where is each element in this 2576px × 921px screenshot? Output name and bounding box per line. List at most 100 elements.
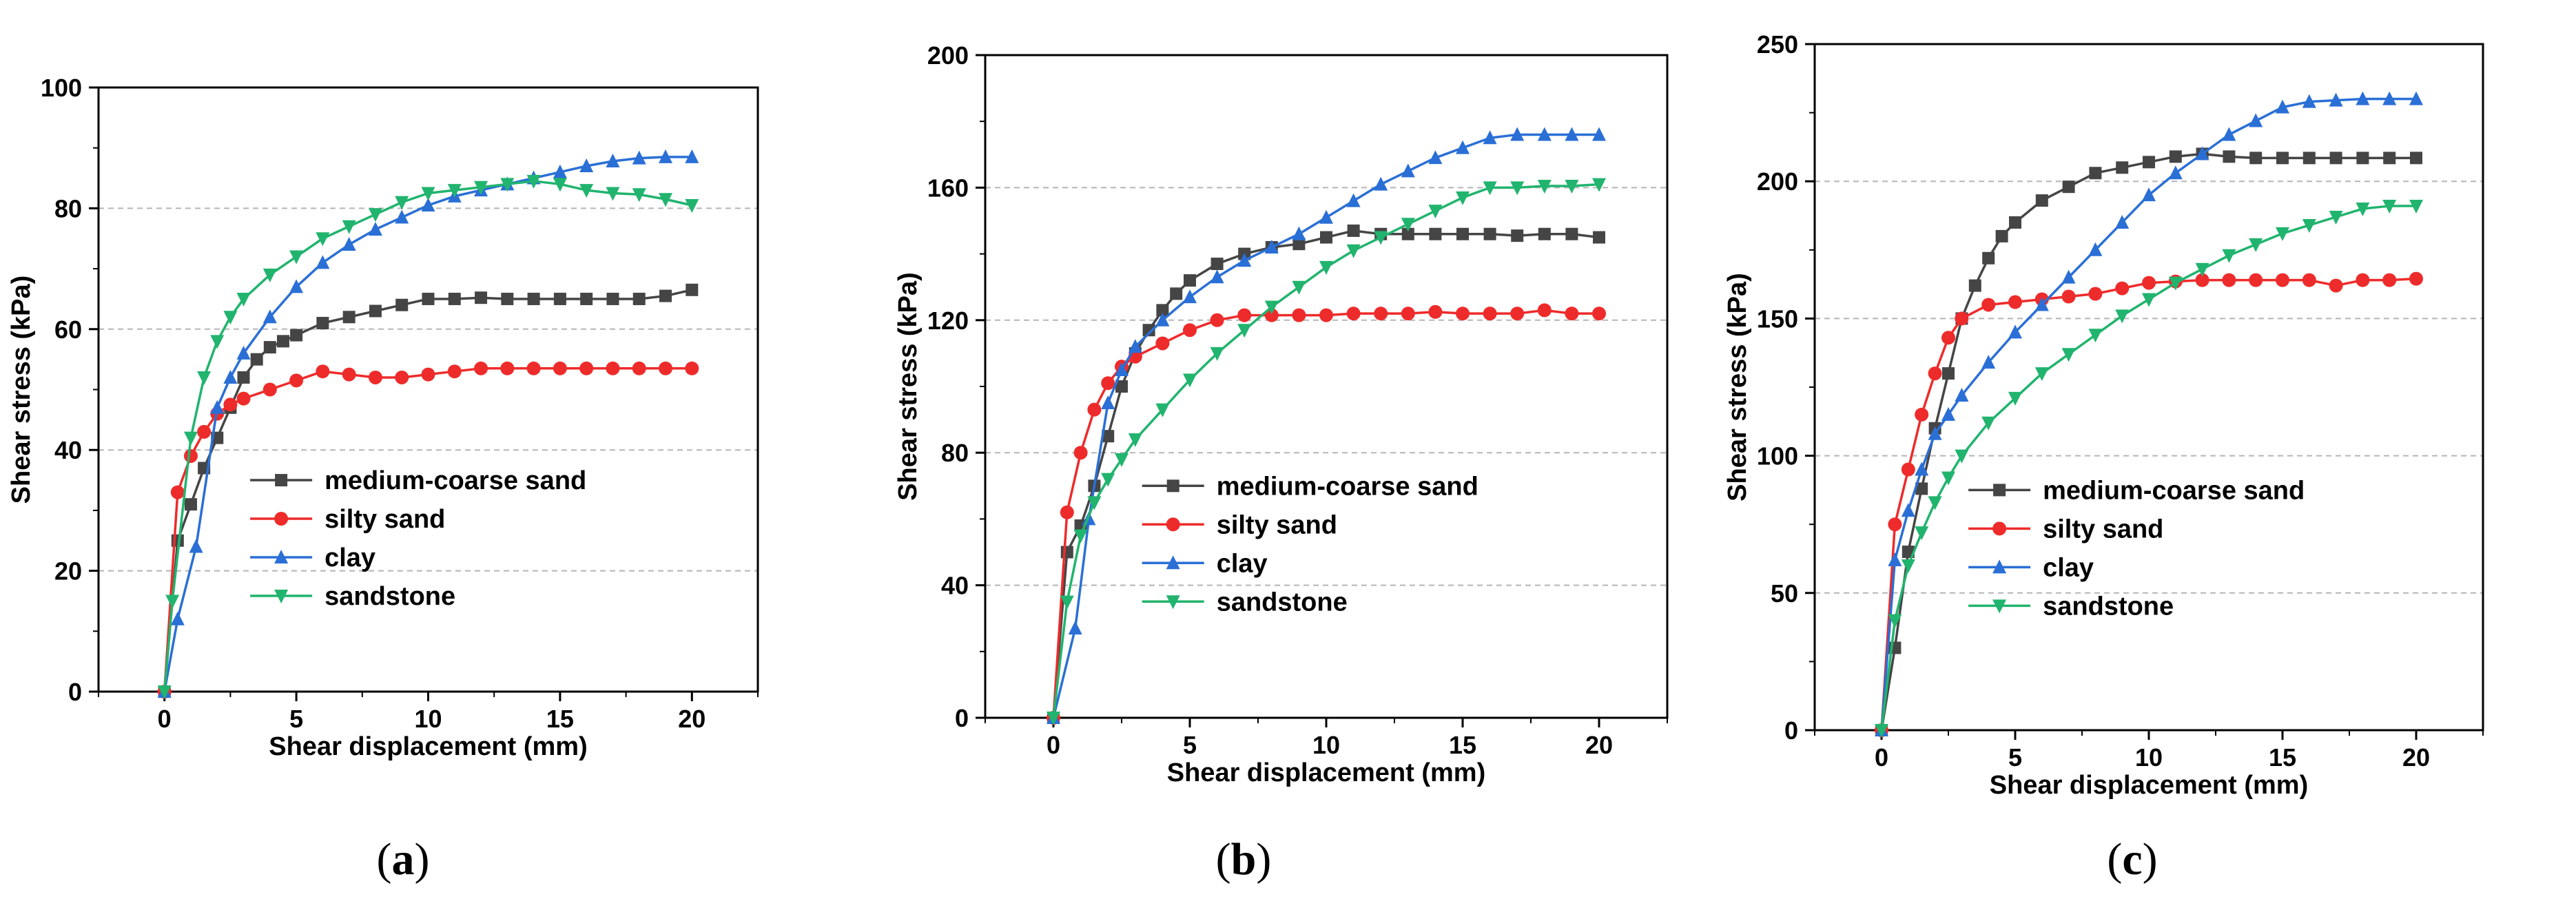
y-tick-label: 60 (54, 315, 82, 344)
y-axis-title: Shear stress (kPa) (1723, 273, 1752, 501)
data-point (1374, 231, 1388, 245)
data-point (165, 594, 180, 609)
data-point (686, 283, 699, 296)
data-point (2302, 273, 2316, 287)
data-point (1915, 462, 1929, 476)
data-point (421, 187, 435, 201)
data-point (1101, 473, 1115, 487)
data-point (1941, 471, 1955, 486)
data-point (2034, 297, 2049, 311)
data-point (1593, 231, 1605, 244)
data-point (2143, 156, 2155, 169)
y-tick-label: 250 (1757, 30, 1798, 59)
data-point (1955, 311, 1969, 326)
data-point (1915, 407, 1929, 422)
y-tick-label: 120 (927, 307, 969, 335)
data-point (2008, 391, 2022, 406)
data-point (1456, 227, 1469, 240)
data-point (1592, 307, 1606, 321)
data-point (2409, 91, 2423, 105)
data-point (1928, 496, 1942, 510)
legend-item: medium-coarse sand (250, 466, 586, 495)
data-point (527, 292, 540, 305)
data-point (579, 184, 594, 198)
data-point (1170, 287, 1183, 300)
data-point (1210, 258, 1224, 271)
legend-marker (1993, 484, 2006, 497)
series-medium-coarse-sand (1875, 147, 2422, 736)
caption-a: (a) (376, 834, 430, 884)
data-point (1565, 227, 1578, 240)
data-point (289, 279, 304, 293)
data-point (1102, 430, 1115, 443)
data-point (368, 222, 382, 236)
data-point (2008, 324, 2022, 339)
data-point (1928, 366, 1942, 381)
data-point (1101, 395, 1115, 410)
data-point (1510, 181, 1525, 196)
data-point (2222, 127, 2236, 141)
data-point (1374, 307, 1388, 321)
series-line (1052, 183, 1600, 718)
data-point (1346, 307, 1361, 321)
x-tick-label: 20 (678, 705, 705, 733)
data-point (183, 431, 198, 446)
data-point (1428, 304, 1443, 319)
data-point (1915, 482, 1928, 495)
data-point (1319, 260, 1333, 275)
data-point (1346, 244, 1361, 258)
data-point (1073, 446, 1088, 460)
data-point (659, 149, 673, 163)
legend-label: medium-coarse sand (2043, 476, 2305, 505)
data-point (1115, 362, 1129, 376)
data-point (2276, 99, 2289, 114)
data-point (1981, 416, 1996, 431)
data-point (579, 158, 594, 173)
data-point (1565, 127, 1579, 141)
data-point (2168, 165, 2183, 180)
data-point (1888, 552, 1902, 566)
caption-b: (b) (1215, 834, 1272, 884)
legend-marker (1166, 555, 1180, 570)
data-point (2195, 146, 2209, 161)
data-point (1456, 140, 1470, 154)
data-point (1237, 324, 1252, 338)
data-point (1264, 308, 1279, 322)
data-point (157, 685, 172, 699)
data-point (1955, 387, 1969, 402)
data-point (2035, 194, 2048, 207)
data-point (1537, 179, 1552, 194)
x-axis-title: Shear displacement (mm) (1167, 758, 1485, 787)
legend-label: sandstone (1217, 588, 1348, 617)
legend-item: clay (250, 544, 375, 572)
data-point (342, 220, 356, 234)
data-point (2329, 92, 2343, 107)
data-point (2142, 187, 2156, 202)
data-point (2249, 152, 2263, 165)
data-point (342, 311, 356, 324)
x-tick-label: 20 (1585, 731, 1613, 759)
data-point (197, 371, 212, 385)
data-point (632, 292, 646, 305)
legend-marker (1166, 479, 1179, 493)
data-point (2276, 152, 2289, 165)
data-point (170, 485, 185, 499)
data-point (1981, 298, 1996, 312)
data-point (237, 371, 250, 384)
x-axis-title: Shear displacement (mm) (1990, 771, 2308, 800)
data-point (1511, 229, 1524, 242)
data-point (1237, 253, 1252, 267)
x-tick-label: 20 (2402, 743, 2430, 772)
data-point (184, 498, 197, 511)
data-point (1565, 179, 1579, 194)
data-point (1115, 453, 1129, 467)
data-point (1156, 304, 1169, 317)
data-point (475, 291, 488, 304)
x-tick-label: 0 (1875, 743, 1888, 772)
x-tick-label: 5 (1183, 731, 1197, 759)
data-point (1510, 307, 1525, 321)
data-point (2088, 287, 2103, 301)
data-point (2276, 273, 2289, 287)
data-point (262, 309, 277, 324)
data-point (2356, 152, 2369, 165)
